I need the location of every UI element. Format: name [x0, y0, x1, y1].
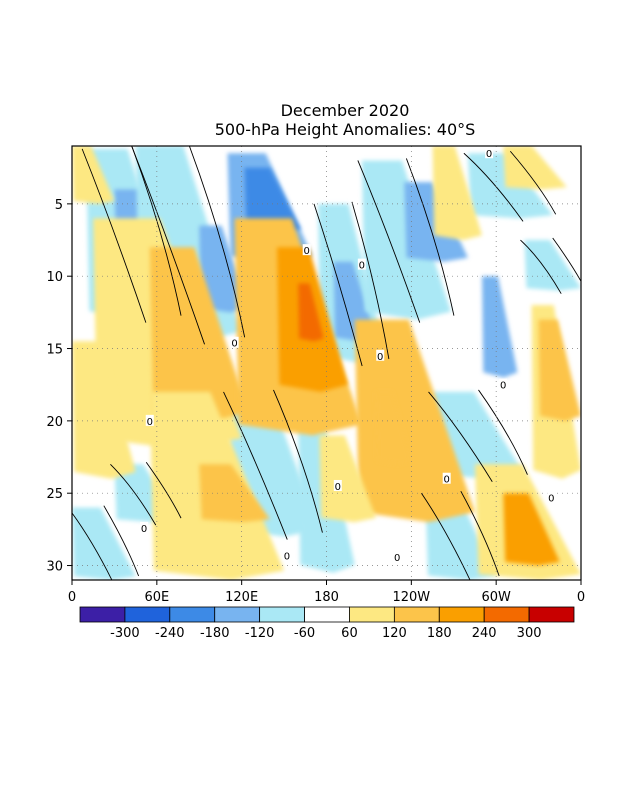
x-tick-label-4: 120W	[392, 590, 430, 605]
zero-contour-5	[520, 237, 581, 294]
legend-swatch-0	[79, 606, 126, 623]
contour-label-7: 0	[443, 475, 449, 486]
zero-contour-8	[72, 505, 140, 580]
legend-swatch-10	[528, 606, 575, 623]
anomaly-band-11	[482, 276, 518, 378]
contour-label-5: 0	[147, 417, 153, 428]
chart-title: December 2020	[281, 101, 410, 120]
legend-swatch-1	[124, 606, 171, 623]
contour-label-bg-7	[442, 472, 451, 484]
legend-swatch-3	[214, 606, 261, 623]
contour-label-10: 0	[141, 524, 147, 535]
zero-contour-0	[81, 146, 182, 323]
legend-swatch-7	[393, 606, 440, 623]
anomaly-band-12	[524, 240, 581, 291]
legend-swatch-9	[483, 606, 530, 623]
anomaly-band-24	[354, 319, 475, 523]
contour-label-4: 0	[231, 339, 237, 350]
anomaly-band-33	[432, 146, 483, 241]
contour-label-bg-12	[393, 550, 402, 562]
anomaly-band-35	[503, 146, 567, 190]
contour-label-3: 0	[377, 352, 383, 363]
contour-label-bg-6	[333, 479, 342, 491]
legend-label-4: -60	[294, 626, 315, 641]
contour-label-8: 0	[500, 381, 506, 392]
contour-label-11: 0	[284, 551, 290, 562]
anomaly-band-36	[319, 435, 376, 523]
zero-contour-9	[110, 462, 182, 526]
legend-label-2: -180	[200, 626, 230, 641]
legend-label-9: 300	[517, 626, 542, 641]
legend-label-3: -120	[245, 626, 275, 641]
legend-swatch-6	[349, 606, 395, 623]
legend-label-6: 120	[382, 626, 407, 641]
contour-label-bg-10	[140, 521, 149, 533]
x-tick-label-3: 180	[314, 590, 339, 605]
anomaly-band-23	[298, 283, 324, 342]
anomaly-band-16	[72, 507, 136, 580]
legend-label-5: 60	[341, 626, 358, 641]
zero-contour-2	[313, 201, 390, 367]
contour-label-0: 0	[486, 149, 492, 160]
y-tick-label-3: 20	[46, 415, 63, 430]
y-axis: 5 10 15 20 25 30	[46, 198, 72, 575]
zero-contour-1	[131, 146, 246, 345]
contour-label-bg-0	[485, 147, 494, 159]
contour-label-bg-11	[282, 549, 291, 561]
legend-label-8: 240	[472, 626, 497, 641]
zero-contour-6	[223, 389, 323, 540]
legend-swatch-8	[438, 606, 485, 623]
y-tick-label-5: 30	[46, 560, 63, 575]
contour-label-bg-5	[145, 414, 154, 426]
legend-label-0: -300	[110, 626, 140, 641]
x-tick-label-0: 0	[68, 590, 76, 605]
zero-contours	[72, 146, 581, 580]
legend-swatch-4	[259, 606, 305, 623]
anomaly-shading	[72, 146, 581, 580]
legend-swatch-2	[169, 606, 216, 623]
contour-label-bg-3	[376, 349, 385, 361]
anomaly-band-20	[149, 247, 249, 421]
contour-label-1: 0	[359, 261, 365, 272]
contour-label-bg-8	[499, 378, 508, 390]
y-tick-label-0: 5	[55, 198, 63, 213]
anomaly-band-25	[375, 391, 412, 465]
x-tick-label-6: 0	[577, 590, 585, 605]
color-legend: -300 -240 -180 -120 -60 60 120 180 240 300	[79, 606, 575, 641]
contour-labels: 0 0 0 0 0 0 0 0 0 0 0 0 0	[140, 147, 556, 564]
zero-contour-3	[357, 158, 455, 323]
y-tick-label-4: 25	[46, 487, 63, 502]
contour-label-bg-9	[547, 491, 556, 503]
anomaly-band-26	[72, 341, 136, 479]
y-tick-label-1: 10	[46, 270, 63, 285]
anomaly-band-5	[244, 167, 302, 233]
anomaly-band-30	[503, 493, 560, 566]
x-tick-label-5: 60W	[481, 590, 511, 605]
anomaly-band-32	[538, 319, 581, 421]
chart-subtitle: 500-hPa Height Anomalies: 40°S	[215, 120, 476, 139]
contour-label-bg-1	[357, 258, 366, 270]
zero-contour-4	[463, 150, 557, 222]
contour-label-2: 0	[304, 246, 310, 257]
x-tick-label-2: 120E	[225, 590, 258, 605]
legend-label-7: 180	[427, 626, 452, 641]
contour-label-bg-4	[230, 336, 239, 348]
anomaly-band-34	[72, 146, 115, 204]
contour-label-12: 0	[394, 553, 400, 564]
contour-label-6: 0	[335, 482, 341, 493]
contour-label-9: 0	[548, 494, 554, 505]
y-tick-label-2: 15	[46, 343, 63, 358]
zero-contour-7	[421, 490, 500, 580]
plot-area: 0 0 0 0 0 0 0 0 0 0 0 0 0	[71, 145, 582, 581]
legend-swatch-5	[304, 606, 350, 623]
legend-label-1: -240	[155, 626, 185, 641]
zero-contour-10	[428, 389, 528, 482]
contour-label-bg-2	[302, 244, 311, 256]
anomaly-band-28	[199, 464, 270, 523]
x-axis: 0 60E 120E 180 120W 60W 0	[68, 580, 585, 605]
x-tick-label-1: 60E	[144, 590, 169, 605]
